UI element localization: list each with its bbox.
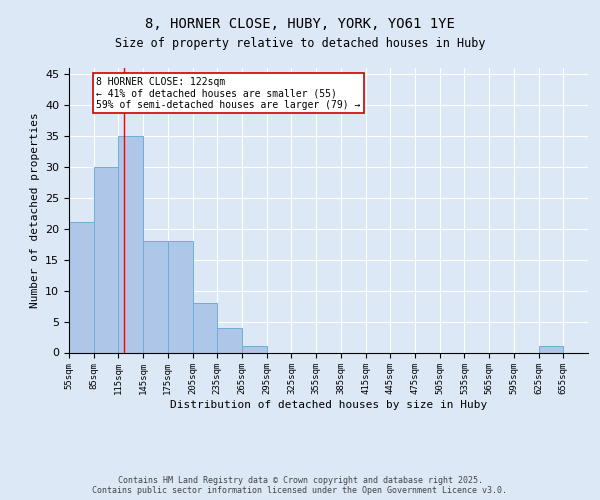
Bar — [143, 241, 168, 352]
Text: 8 HORNER CLOSE: 122sqm
← 41% of detached houses are smaller (55)
59% of semi-det: 8 HORNER CLOSE: 122sqm ← 41% of detached… — [96, 77, 361, 110]
Text: 8, HORNER CLOSE, HUBY, YORK, YO61 1YE: 8, HORNER CLOSE, HUBY, YORK, YO61 1YE — [145, 18, 455, 32]
Bar — [69, 222, 94, 352]
Bar — [217, 328, 242, 352]
Bar — [242, 346, 267, 352]
Y-axis label: Number of detached properties: Number of detached properties — [29, 112, 40, 308]
Bar — [539, 346, 563, 352]
X-axis label: Distribution of detached houses by size in Huby: Distribution of detached houses by size … — [170, 400, 487, 410]
Text: Size of property relative to detached houses in Huby: Size of property relative to detached ho… — [115, 38, 485, 51]
Text: Contains HM Land Registry data © Crown copyright and database right 2025.
Contai: Contains HM Land Registry data © Crown c… — [92, 476, 508, 495]
Bar — [118, 136, 143, 352]
Bar — [168, 241, 193, 352]
Bar — [94, 166, 118, 352]
Bar — [193, 303, 217, 352]
